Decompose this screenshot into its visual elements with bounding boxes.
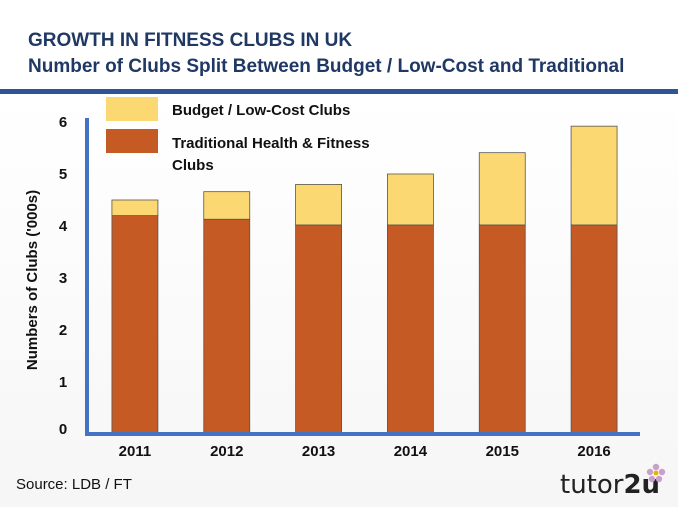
- legend-label-budget: Budget / Low-Cost Clubs: [172, 102, 350, 119]
- y-tick-6: 6: [59, 114, 67, 131]
- bar-budget-2015: [478, 152, 526, 226]
- x-tick-2016: 2016: [577, 443, 610, 460]
- bar-budget-2016: [570, 125, 618, 226]
- flower-icon: [646, 463, 666, 483]
- x-tick-2012: 2012: [210, 443, 243, 460]
- y-tick-labels: 0 1 2 3 4 5 6: [59, 114, 68, 438]
- y-axis-label: Numbers of Clubs ('000s): [24, 190, 41, 370]
- chart-title: GROWTH IN FITNESS CLUBS IN UK: [28, 30, 353, 51]
- bar-traditional-2014: [387, 224, 434, 435]
- x-tick-2015: 2015: [486, 443, 519, 460]
- source-note: Source: LDB / FT: [16, 476, 132, 493]
- x-tick-2013: 2013: [302, 443, 335, 460]
- bar-budget-2012: [203, 191, 251, 220]
- legend-swatch-budget: [106, 97, 158, 121]
- bar-budget-2014: [387, 173, 434, 226]
- bar-traditional-2011: [111, 215, 159, 435]
- bar-traditional-2015: [478, 224, 526, 435]
- title-divider: [0, 89, 678, 94]
- legend-swatch-traditional: [106, 129, 158, 153]
- x-tick-labels: 2011 2012 2013 2014 2015 2016: [119, 443, 611, 460]
- bars-group: [111, 125, 618, 435]
- x-tick-2014: 2014: [394, 443, 428, 460]
- bar-budget-2013: [295, 183, 342, 226]
- y-tick-5: 5: [59, 166, 67, 183]
- title-band: GROWTH IN FITNESS CLUBS IN UK Number of …: [0, 0, 678, 89]
- bar-traditional-2012: [203, 218, 251, 435]
- y-tick-0: 0: [59, 421, 67, 438]
- bar-traditional-2016: [570, 224, 618, 435]
- bar-budget-2011: [111, 199, 159, 216]
- y-tick-2: 2: [59, 322, 67, 339]
- y-tick-3: 3: [59, 270, 67, 287]
- y-tick-1: 1: [59, 374, 67, 391]
- brand-prefix: tutor: [560, 470, 624, 500]
- chart-subtitle: Number of Clubs Split Between Budget / L…: [28, 56, 625, 77]
- legend-label-traditional: Traditional Health & Fitness: [172, 135, 370, 152]
- bar-traditional-2013: [295, 224, 342, 435]
- legend-label-traditional-line2: Clubs: [172, 157, 214, 174]
- x-tick-2011: 2011: [119, 443, 152, 460]
- brand-logo: tutor2u: [560, 470, 660, 500]
- y-tick-4: 4: [59, 218, 68, 235]
- brand-suffix: 2u: [623, 470, 661, 500]
